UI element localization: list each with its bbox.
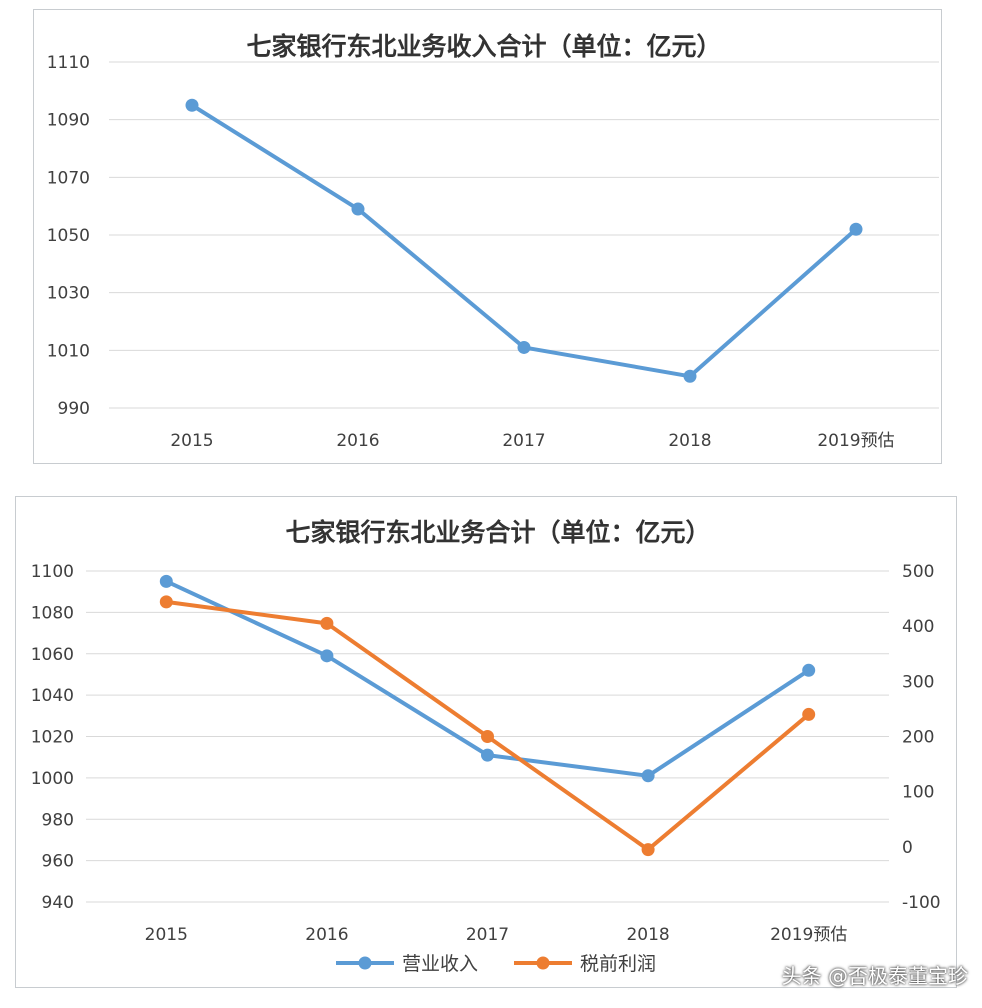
y2-tick-label: 100: [902, 783, 934, 803]
y2-tick-label: 0: [902, 838, 913, 858]
data-point: [185, 98, 199, 112]
series-line-1: [164, 599, 811, 852]
legend-label: 税前利润: [580, 953, 656, 975]
y-tick-label: 1090: [47, 111, 90, 131]
y2-tick-label: 200: [902, 728, 934, 748]
watermark-text: 头条 @否极泰董宝珍: [781, 964, 968, 988]
y2-tick-label: -100: [902, 893, 941, 913]
y2-tick-label: 500: [902, 562, 934, 582]
data-point: [159, 574, 173, 588]
y-tick-label: 1030: [47, 284, 90, 304]
legend-label: 营业收入: [402, 953, 478, 975]
y-tick-label: 1050: [47, 226, 90, 246]
x-tick-label: 2015: [145, 925, 188, 945]
y2-tick-label: 300: [902, 672, 934, 692]
chart-combined-svg: 七家银行东北业务合计（单位：亿元） 1100 1080 1060 1040 1020 100…: [31, 518, 941, 975]
y-tick-label: 1100: [31, 562, 74, 582]
x-tick-label: 2018: [668, 431, 711, 451]
chart-panel-combined: 七家银行东北业务合计（单位：亿元） 1100 1080 1060 1040 1020 100…: [15, 496, 957, 988]
y2-tick-label: 400: [902, 617, 934, 637]
data-point: [481, 730, 494, 743]
data-point: [641, 843, 655, 857]
y-tick-label: 990: [58, 399, 90, 419]
series-line-0: [190, 103, 858, 379]
y-tick-label: 1010: [47, 341, 90, 361]
data-point: [683, 369, 697, 383]
data-point: [641, 769, 655, 783]
legend-marker: [358, 956, 372, 970]
chart-title: 七家银行东北业务合计（单位：亿元）: [285, 518, 710, 547]
y-tick-label: 1070: [47, 168, 90, 188]
y-tick-label: 1110: [47, 53, 90, 73]
data-point: [351, 202, 365, 216]
chart-panel-income: 七家银行东北业务收入合计（单位：亿元） 1110 1090 1070 1050 1030 1…: [33, 9, 942, 464]
data-point: [849, 222, 863, 236]
x-tick-label: 2015: [170, 431, 213, 451]
data-point: [320, 616, 334, 630]
x-tick-label: 2016: [336, 431, 379, 451]
series-line-0: [164, 579, 811, 778]
y-tick-label: 980: [42, 810, 74, 830]
x-tick-label: 2016: [305, 925, 348, 945]
y-tick-label: 1020: [31, 728, 74, 748]
chart-income-svg: 七家银行东北业务收入合计（单位：亿元） 1110 1090 1070 1050 1030 1…: [47, 32, 939, 451]
data-point: [481, 748, 494, 762]
x-tick-label: 2019预估: [770, 925, 847, 945]
data-point: [159, 595, 173, 609]
data-point: [802, 663, 816, 677]
data-point: [517, 340, 531, 354]
x-tick-label: 2017: [466, 925, 509, 945]
data-point: [320, 649, 334, 663]
y-tick-label: 960: [42, 852, 74, 872]
y-tick-label: 1000: [31, 769, 74, 789]
x-tick-label: 2017: [502, 431, 545, 451]
y-tick-label: 1060: [31, 645, 74, 665]
legend-marker: [536, 956, 550, 970]
x-tick-label: 2019预估: [817, 431, 894, 451]
y-tick-label: 940: [42, 893, 74, 913]
chart-title: 七家银行东北业务收入合计（单位：亿元）: [246, 32, 721, 61]
data-point: [802, 707, 816, 721]
x-tick-label: 2018: [626, 925, 669, 945]
y-tick-label: 1040: [31, 686, 74, 706]
y-tick-label: 1080: [31, 603, 74, 623]
